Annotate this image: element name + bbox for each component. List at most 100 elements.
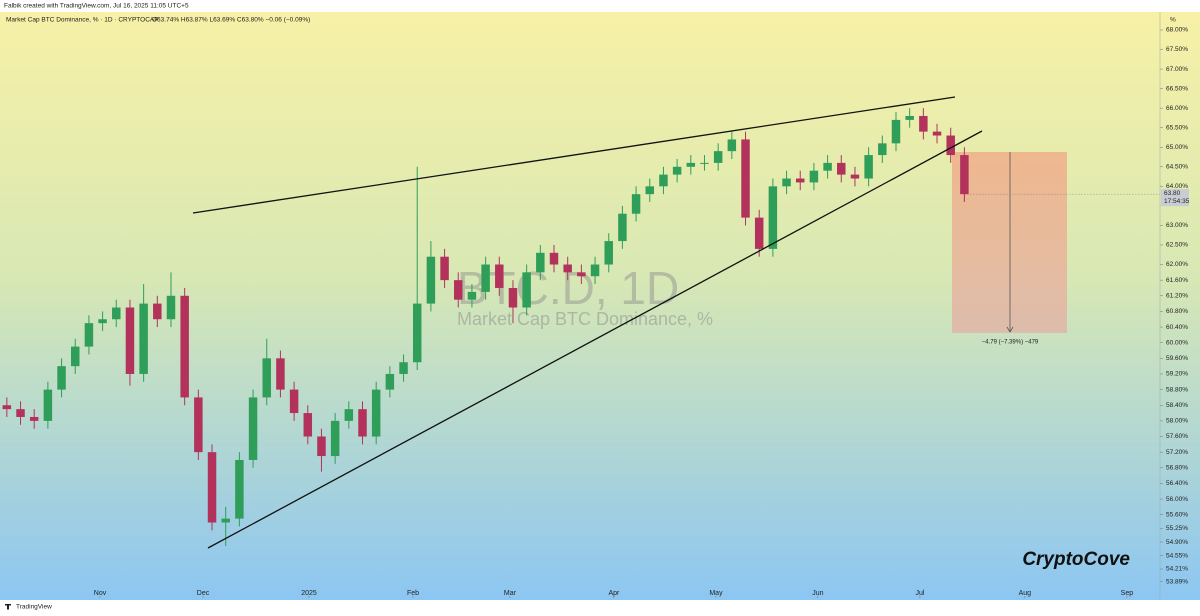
candle-body xyxy=(795,178,805,183)
x-tick-label: Nov xyxy=(94,590,107,597)
footer-logo xyxy=(5,604,11,610)
candle-body xyxy=(303,413,313,437)
watermark-subtitle: Market Cap BTC Dominance, % xyxy=(457,309,713,329)
y-tick-label: 58.40% xyxy=(1166,402,1188,409)
candle-body xyxy=(399,362,408,374)
last-price-box xyxy=(1161,189,1189,207)
candle-body xyxy=(508,287,518,308)
candle-body xyxy=(960,155,969,195)
candle-body xyxy=(878,143,887,156)
candle-body xyxy=(70,346,80,367)
candle-body xyxy=(16,409,25,417)
y-tick-label: 54.21% xyxy=(1166,566,1188,573)
y-tick-label: 62.00% xyxy=(1166,261,1188,268)
y-tick-label: 56.40% xyxy=(1166,480,1188,487)
candle-body xyxy=(57,366,66,390)
candle-body xyxy=(495,264,504,288)
y-tick-label: 53.89% xyxy=(1166,578,1188,585)
x-tick-label: Feb xyxy=(407,590,419,597)
candle-body xyxy=(919,115,928,132)
candle-body xyxy=(317,436,326,457)
candle-body xyxy=(672,166,682,175)
candle-body xyxy=(43,389,53,421)
candle-body xyxy=(412,303,422,363)
candle-body xyxy=(946,135,955,156)
candle-body xyxy=(385,373,395,390)
candle-body xyxy=(590,264,600,277)
candle-body xyxy=(577,272,586,277)
candle-body xyxy=(262,358,271,398)
candle-body xyxy=(371,389,381,437)
y-tick-label: 62.50% xyxy=(1166,242,1188,249)
candle-body xyxy=(631,194,641,214)
candle-body xyxy=(248,397,258,460)
candle-body xyxy=(344,409,354,421)
candle-body xyxy=(618,213,627,242)
x-tick-label: 2025 xyxy=(301,590,317,597)
candle-body xyxy=(166,295,176,320)
measure-arrowhead xyxy=(1006,326,1014,333)
upper-trendline xyxy=(192,96,956,214)
candle-body xyxy=(645,186,655,195)
candle-body xyxy=(713,151,723,163)
candle-body xyxy=(700,162,709,164)
x-tick-label: Aug xyxy=(1019,590,1032,597)
candle-body xyxy=(809,170,819,183)
x-tick-label: Dec xyxy=(197,590,210,597)
candle-body xyxy=(139,303,148,374)
x-tick-label: Sep xyxy=(1121,590,1134,597)
candle-body xyxy=(727,139,737,152)
candle-body xyxy=(522,272,531,308)
y-tick-label: 57.20% xyxy=(1166,449,1188,456)
candle-body xyxy=(823,162,832,171)
candle-body xyxy=(659,174,668,187)
candle-body xyxy=(850,174,860,179)
y-tick-label: 63.00% xyxy=(1166,222,1188,229)
candle-body xyxy=(29,416,39,421)
candle-body xyxy=(440,256,449,281)
brand: CryptoCove xyxy=(1022,549,1130,570)
y-tick-label: 66.00% xyxy=(1166,105,1188,112)
candle-body xyxy=(112,307,121,320)
y-tick-label: 60.00% xyxy=(1166,339,1188,346)
x-tick-label: Jul xyxy=(915,590,924,597)
y-tick-label: 67.00% xyxy=(1166,66,1188,73)
candle-body xyxy=(864,155,873,179)
y-tick-label: 61.20% xyxy=(1166,293,1188,300)
y-tick-label: 59.60% xyxy=(1166,355,1188,362)
y-tick-label: 60.80% xyxy=(1166,308,1188,315)
candle-body xyxy=(207,452,217,523)
candle-body xyxy=(98,319,107,324)
y-tick-label: 67.50% xyxy=(1166,46,1188,53)
y-tick-label: 65.00% xyxy=(1166,144,1188,151)
x-tick-label: May xyxy=(709,590,723,597)
candle-body xyxy=(221,518,230,523)
candle-body xyxy=(454,280,463,300)
footer-bar xyxy=(0,600,1200,616)
candle-body xyxy=(604,241,613,265)
y-tick-label: 58.80% xyxy=(1166,386,1188,393)
candle-body xyxy=(426,256,436,304)
candle-body xyxy=(536,252,545,273)
candle-body xyxy=(84,323,94,347)
y-tick-label: 58.00% xyxy=(1166,418,1188,425)
candle-body xyxy=(549,252,559,265)
y-tick-label: 55.60% xyxy=(1166,511,1188,518)
candle-body xyxy=(754,217,764,249)
countdown: 17:54:35 xyxy=(1164,198,1190,205)
footer: TradingView xyxy=(16,604,52,611)
candle-body xyxy=(768,186,778,249)
y-tick-label: 66.50% xyxy=(1166,85,1188,92)
candle-body xyxy=(837,162,846,175)
attribution: Falbik created with TradingView.com, Jul… xyxy=(4,3,189,10)
candle-body xyxy=(235,459,244,519)
candle-body xyxy=(2,405,12,410)
candle-body xyxy=(194,397,203,453)
y-tick-label: 61.60% xyxy=(1166,277,1188,284)
candle-body xyxy=(289,389,299,414)
y-tick-label: 56.00% xyxy=(1166,496,1188,503)
y-tick-label: 55.25% xyxy=(1166,525,1188,532)
y-tick-label: 56.80% xyxy=(1166,465,1188,472)
